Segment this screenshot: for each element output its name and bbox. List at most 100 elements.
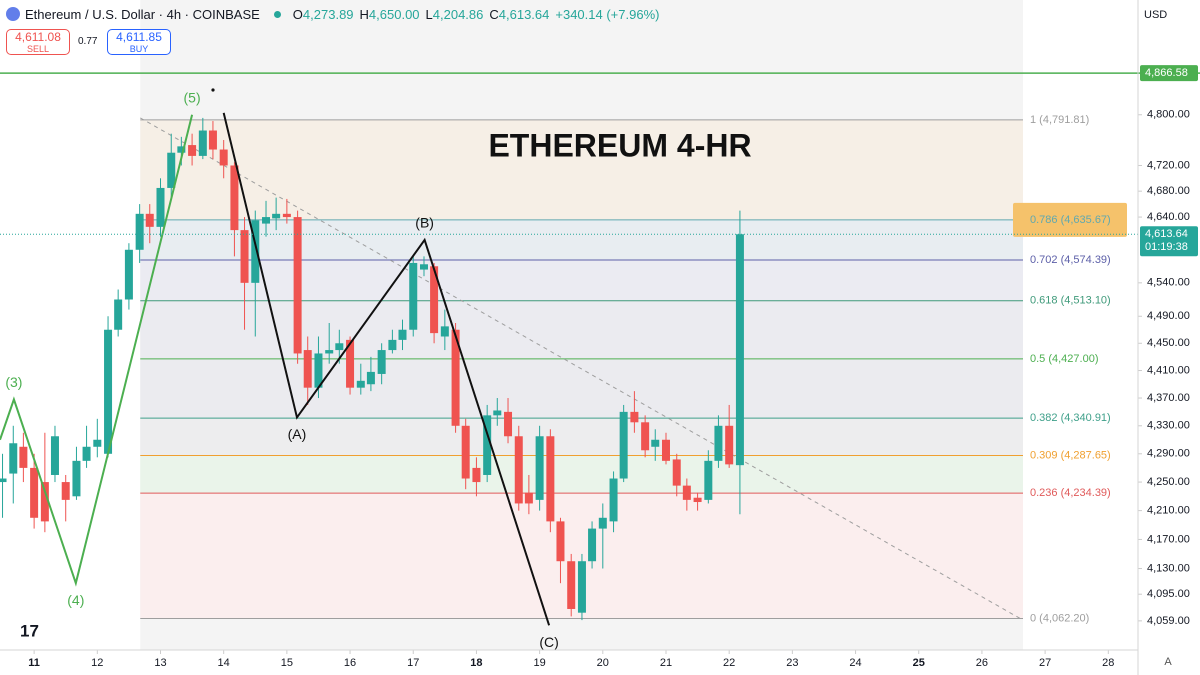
candle-body [725, 425, 734, 465]
wave-label: (A) [288, 426, 307, 442]
candle-body [50, 436, 59, 475]
candle-body [535, 436, 544, 500]
countdown: 01:19:38 [1145, 241, 1188, 253]
fib-label: 0.309 (4,287.65) [1030, 449, 1111, 461]
wave-label: (C) [539, 634, 558, 650]
candle-body [335, 343, 344, 351]
candle-body [93, 439, 102, 447]
fib-label: 0 (4,062.20) [1030, 612, 1089, 624]
candle-body [641, 422, 650, 451]
ohlc-item: L4,204.86 [426, 7, 484, 22]
candle-body [398, 329, 407, 340]
candle-body [630, 411, 639, 423]
y-tick-label: 4,720.00 [1147, 159, 1190, 171]
spread: 0.77 [78, 36, 98, 47]
candle-body [177, 146, 186, 153]
ohlc-value: 4,273.89 [302, 6, 354, 22]
fib-label: 0.5 (4,427.00) [1030, 353, 1099, 365]
dot [211, 88, 215, 92]
x-tick-label: 20 [597, 657, 609, 669]
fib-label: 0.702 (4,574.39) [1030, 254, 1111, 266]
ohlc-value: 4,650.00 [368, 6, 420, 22]
ohlc-item: C4,613.64 [489, 7, 549, 22]
ohlc-key: H [359, 6, 369, 22]
candle-body [388, 339, 397, 351]
fib-label: 0.236 (4,234.39) [1030, 487, 1111, 499]
candle-body [0, 478, 7, 483]
price-tag-label: 4,613.64 [1145, 228, 1188, 240]
price-tag [1140, 65, 1198, 82]
candle-body [524, 492, 533, 504]
x-tick-label: 17 [407, 657, 419, 669]
candle-body [251, 220, 260, 283]
fib-zone [140, 119, 1023, 220]
candle-body [19, 446, 28, 468]
fib-label: 0.382 (4,340.91) [1030, 412, 1111, 424]
axis-mode[interactable]: A [1164, 656, 1172, 668]
sell-label: SELL [26, 44, 50, 54]
candle-body [651, 439, 660, 447]
y-tick-label: 4,370.00 [1147, 392, 1190, 404]
x-tick-label: 28 [1102, 657, 1114, 669]
candle-body [272, 213, 281, 219]
candle-body [262, 217, 271, 224]
trendline [140, 117, 1024, 621]
candle-body [9, 443, 18, 474]
x-tick-label: 13 [154, 657, 166, 669]
candle-body [483, 415, 492, 475]
sell-button[interactable]: 4,611.08 SELL [6, 29, 70, 55]
fib-label: 0.786 (4,635.67) [1030, 214, 1111, 226]
x-tick-label: 26 [976, 657, 988, 669]
x-tick-label: 25 [913, 657, 925, 669]
y-tick-label: 4,450.00 [1147, 337, 1190, 349]
candle-body [167, 152, 176, 188]
candle-body [461, 425, 470, 479]
x-tick-label: 23 [786, 657, 798, 669]
annotation: ETHEREUM 4-HR [488, 127, 751, 163]
x-tick-label: 22 [723, 657, 735, 669]
x-tick-label: 18 [470, 657, 482, 669]
candle-body [82, 446, 91, 461]
candle-body [314, 353, 323, 388]
wave-line [0, 114, 194, 587]
candle-body [504, 411, 513, 437]
candle-body [377, 350, 386, 374]
candle-body [114, 299, 123, 330]
fib-label: 0.618 (4,513.10) [1030, 295, 1111, 307]
candle-body [546, 436, 555, 522]
y-tick-label: 4,130.00 [1147, 562, 1190, 574]
candle-body [619, 411, 628, 479]
symbol-title: Ethereum / U.S. Dollar · 4h · COINBASE [25, 6, 260, 22]
candle-body [440, 326, 449, 337]
fib-label: 1 (4,791.81) [1030, 114, 1089, 126]
buy-button[interactable]: 4,611.85 BUY [107, 29, 171, 55]
candle-body [303, 350, 312, 388]
candle-body [124, 249, 133, 300]
status-dot [273, 10, 281, 18]
ohlc: O4,273.89 H4,650.00 L4,204.86 C4,613.64 [293, 7, 550, 22]
x-tick-label: 27 [1039, 657, 1051, 669]
ohlc-value: 4,613.64 [498, 6, 550, 22]
candle-body [366, 371, 375, 385]
y-tick-label: 4,210.00 [1147, 505, 1190, 517]
ohlc-item: H4,650.00 [360, 7, 420, 22]
x-tick-label: 16 [344, 657, 356, 669]
fib-zone [140, 260, 1023, 301]
candle-body [293, 217, 302, 354]
candle-body [514, 436, 523, 504]
y-tick-label: 4,170.00 [1147, 533, 1190, 545]
fib-zone [140, 219, 1023, 261]
wave-label: (4) [67, 592, 84, 608]
candle-body [219, 149, 228, 166]
candle-body [40, 482, 49, 522]
candle-body [693, 497, 702, 503]
candle-body [567, 561, 576, 609]
y-tick-label: 4,680.00 [1147, 185, 1190, 197]
y-tick-label: 4,640.00 [1147, 211, 1190, 223]
y-tick-label: 4,490.00 [1147, 310, 1190, 322]
price-tag-label: 4,866.58 [1145, 67, 1188, 79]
candle-body [556, 521, 565, 562]
ohlc-key: L [425, 6, 433, 22]
